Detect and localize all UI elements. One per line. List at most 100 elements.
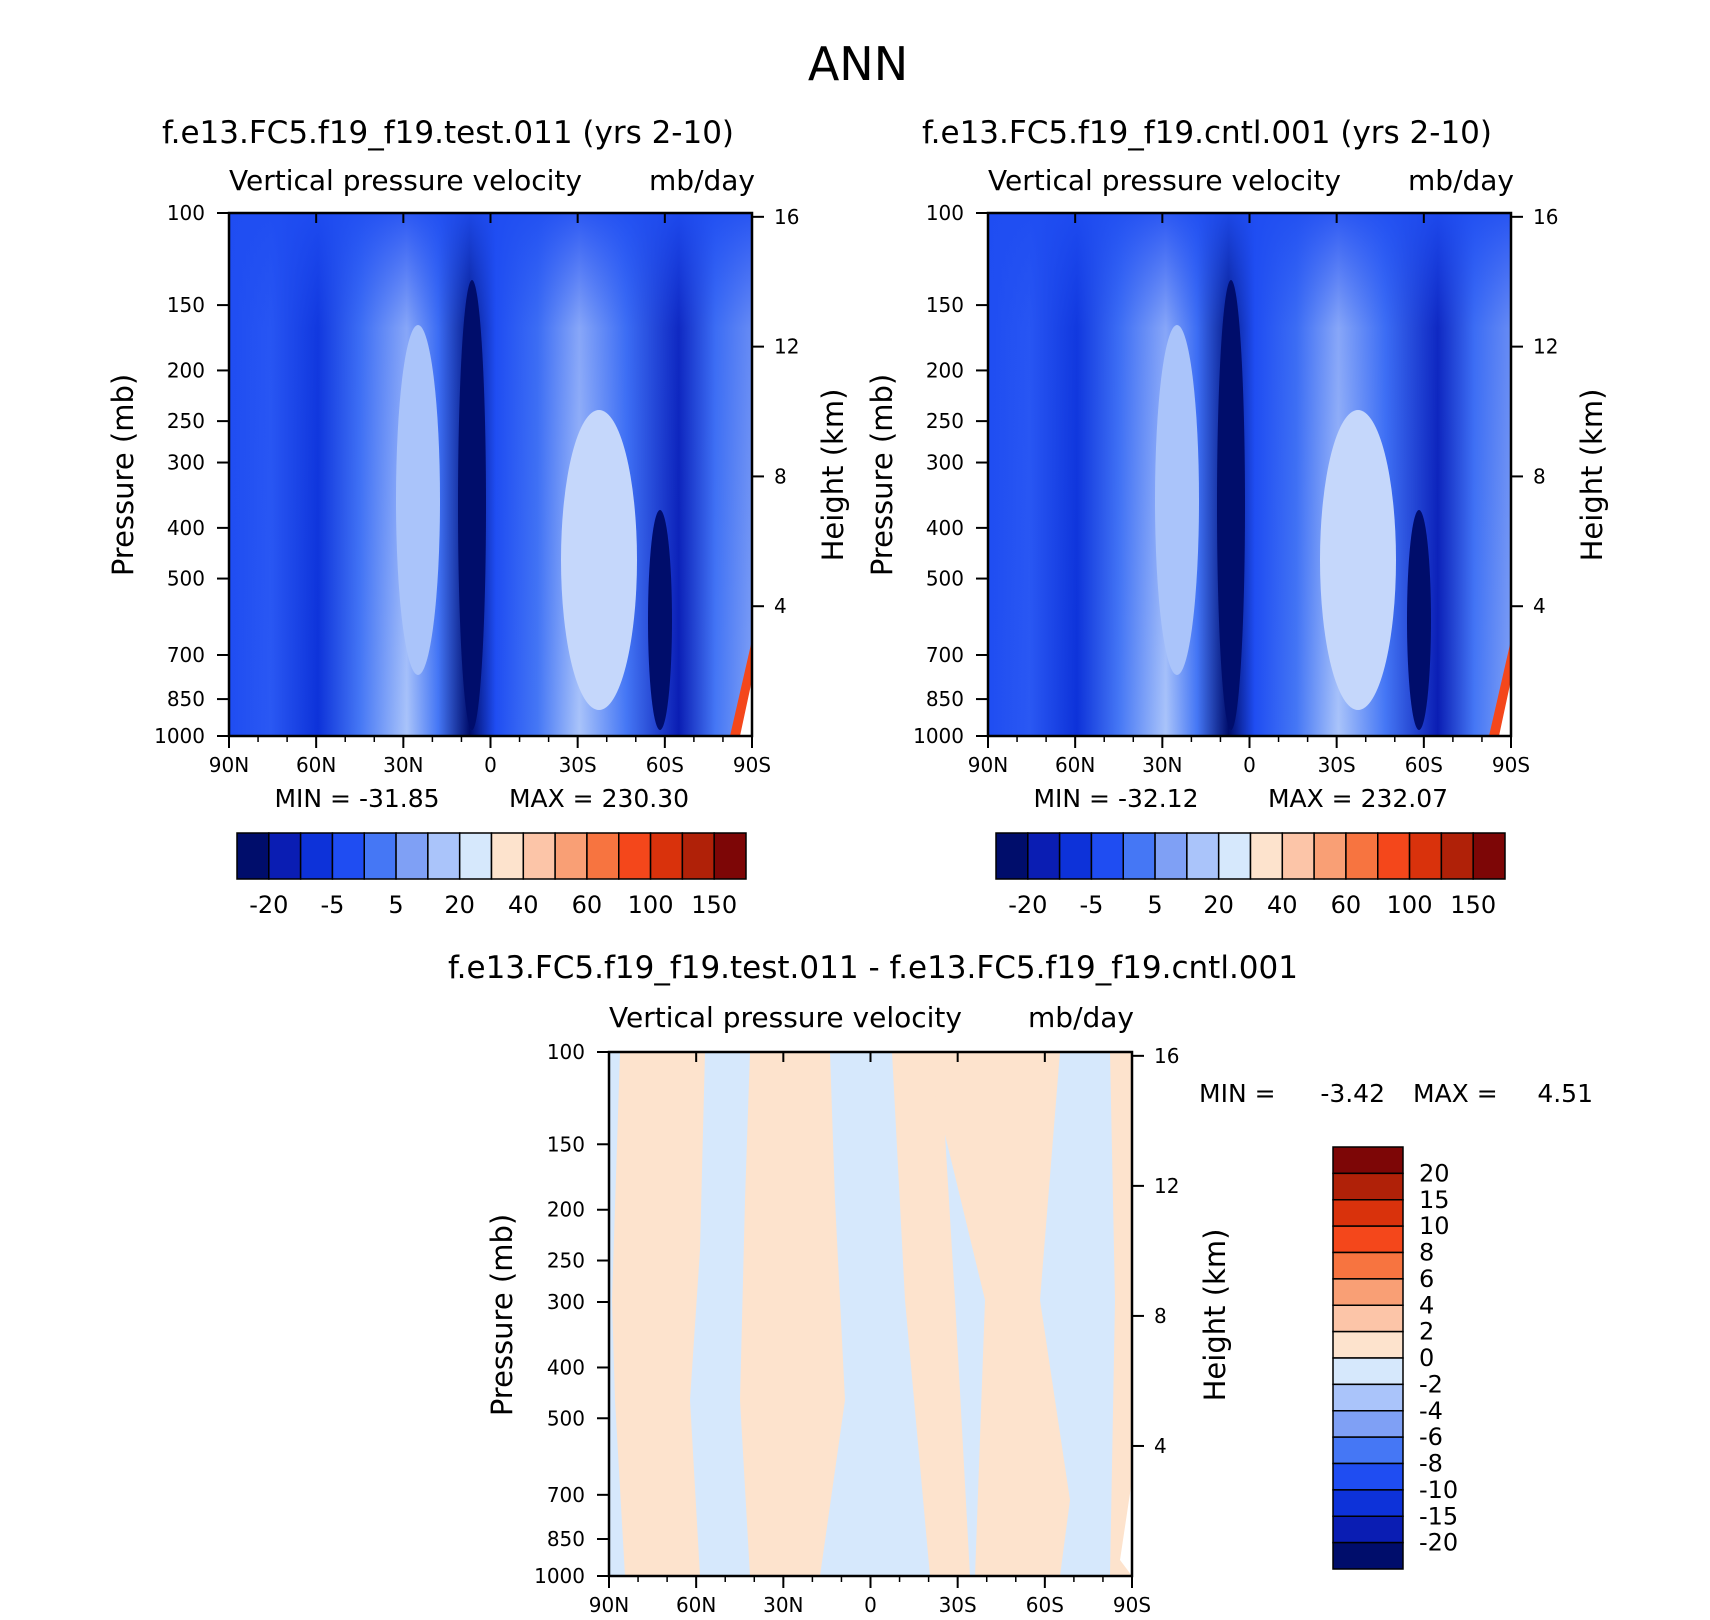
y-tick-label: 700 [167, 643, 205, 667]
field-upper-layer [229, 213, 752, 736]
panel-units: mb/day [649, 164, 755, 197]
max-label: MAX = 232.07 [1268, 784, 1448, 813]
colorbar-box [1332, 1251, 1404, 1280]
colorbar-box [1217, 832, 1252, 880]
colorbar-label: 150 [1450, 891, 1496, 919]
contour-core [458, 280, 486, 730]
contour-positive [612, 1052, 705, 1576]
x-tick-label: 30N [383, 753, 423, 777]
y-tick-label: 200 [926, 358, 964, 382]
colorbar-box [1408, 832, 1443, 880]
panel-subtitle: Vertical pressure velocity [609, 1001, 962, 1034]
colorbar-box [363, 832, 397, 880]
x-tick-label: 60S [1405, 753, 1443, 777]
colorbar-label: 20 [1419, 1159, 1450, 1187]
y2-tick-label: 4 [774, 594, 787, 618]
colorbar-label: -5 [1079, 891, 1103, 919]
contour-core [1217, 280, 1245, 730]
contour-dark [648, 510, 672, 730]
colorbar-box [1332, 1436, 1404, 1465]
y-tick-label: 700 [547, 1483, 585, 1507]
min-label: MIN = -32.12 [1033, 784, 1198, 813]
colorbar-box [713, 832, 747, 880]
colorbar-box [331, 832, 365, 880]
colorbar-box [1332, 1225, 1404, 1254]
y-ticks: 100 150 200 250 300 400 500 700 850 1000 [154, 201, 229, 748]
y2-tick-label: 8 [1533, 464, 1546, 488]
colorbar-label: 10 [1419, 1212, 1450, 1240]
y2-axis-label: Height (km) [1575, 389, 1609, 562]
y2-tick-label: 12 [774, 335, 799, 359]
x-tick-label: 60S [646, 753, 684, 777]
panel-units: mb/day [1408, 164, 1514, 197]
colorbar-label: -4 [1419, 1397, 1443, 1425]
y-axis-label: Pressure (mb) [865, 374, 899, 576]
colorbar-box [490, 832, 525, 880]
colorbar: -20 -5 5 20 40 60 100 150 [995, 832, 1506, 919]
y-tick-label: 850 [547, 1527, 585, 1551]
x-tick-label: 90S [733, 753, 771, 777]
colorbar-box [1377, 832, 1411, 880]
colorbar-box [1122, 832, 1156, 880]
y-tick-label: 850 [926, 687, 964, 711]
panel-cntl: f.e13.FC5.f19_f19.cntl.001 (yrs 2-10) Ve… [865, 115, 1609, 919]
y-tick-label: 300 [547, 1290, 585, 1314]
colorbar-label: 5 [388, 891, 403, 919]
main-title: ANN [808, 37, 908, 91]
colorbar: -20 -5 5 20 40 60 100 150 [236, 832, 747, 919]
y2-tick-label: 12 [1154, 1174, 1179, 1198]
colorbar-box [586, 832, 620, 880]
colorbar-label: -15 [1419, 1502, 1458, 1530]
y-tick-label: 100 [547, 1040, 585, 1064]
contour-positive [925, 1052, 1070, 1576]
colorbar-label: 20 [1203, 891, 1234, 919]
contour-white [1120, 1480, 1132, 1576]
colorbar-box [554, 832, 588, 880]
colorbar-box [1332, 1330, 1404, 1359]
y-tick-label: 400 [167, 516, 205, 540]
contour-white [1499, 680, 1511, 736]
colorbar-label: 8 [1419, 1239, 1434, 1267]
x-tick-label: 0 [1243, 753, 1256, 777]
colorbar-label: 40 [508, 891, 539, 919]
panel-title: f.e13.FC5.f19_f19.test.011 - f.e13.FC5.f… [448, 950, 1298, 986]
x-tick-label: 0 [864, 1593, 877, 1616]
y-tick-label: 250 [926, 409, 964, 433]
colorbar-label: 100 [628, 891, 674, 919]
colorbar-label: -10 [1419, 1476, 1458, 1504]
colorbar-box [1313, 832, 1347, 880]
y2-axis-label: Height (km) [1198, 1229, 1232, 1402]
y2-tick-label: 8 [774, 464, 787, 488]
colorbar-box [1249, 832, 1284, 880]
colorbar-box [299, 832, 334, 880]
colorbar-box [1186, 832, 1220, 880]
panel-title: f.e13.FC5.f19_f19.cntl.001 (yrs 2-10) [922, 115, 1492, 151]
plot-area [227, 211, 754, 738]
colorbar-label: -2 [1419, 1370, 1443, 1398]
colorbar-label: 5 [1147, 891, 1162, 919]
y2-tick-label: 16 [1533, 205, 1558, 229]
colorbar-label: -8 [1419, 1450, 1443, 1478]
y-tick-label: 1000 [154, 724, 205, 748]
colorbar-label: 2 [1419, 1318, 1434, 1346]
colorbar-box [1027, 832, 1061, 880]
colorbar-box [1090, 832, 1124, 880]
colorbar-box [1281, 832, 1315, 880]
x-tick-label: 0 [484, 753, 497, 777]
colorbar-box [1332, 1383, 1404, 1412]
x-tick-label: 60N [1055, 753, 1095, 777]
max-value: 4.51 [1537, 1079, 1593, 1108]
colorbar-label: -6 [1419, 1423, 1443, 1451]
y-tick-label: 200 [547, 1198, 585, 1222]
y-tick-label: 500 [167, 567, 205, 591]
y-tick-label: 100 [167, 201, 205, 225]
y-tick-label: 300 [926, 451, 964, 475]
y-tick-label: 1000 [534, 1564, 585, 1588]
contour-dark [1407, 510, 1431, 730]
contour-white [740, 680, 752, 736]
colorbar-label: 20 [444, 891, 475, 919]
panel-units: mb/day [1028, 1001, 1134, 1034]
colorbar-label: 60 [1331, 891, 1362, 919]
y2-tick-label: 16 [1154, 1044, 1179, 1068]
colorbar-label: 4 [1419, 1291, 1434, 1319]
